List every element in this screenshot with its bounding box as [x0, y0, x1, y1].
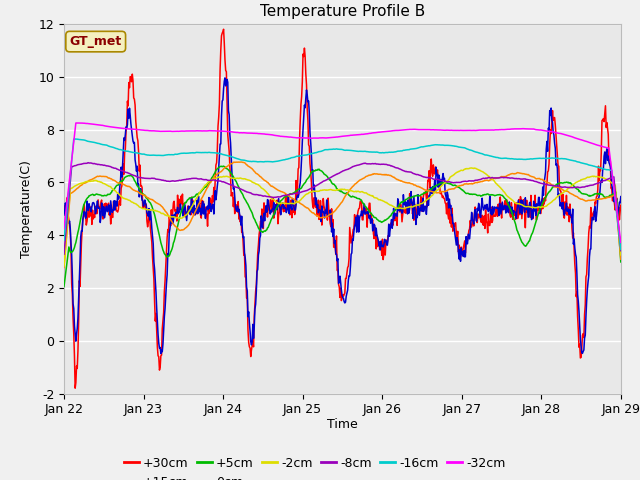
Text: GT_met: GT_met: [70, 35, 122, 48]
X-axis label: Time: Time: [327, 418, 358, 431]
Legend: +30cm, +15cm, +5cm, 0cm, -2cm, -8cm, -16cm, -32cm: +30cm, +15cm, +5cm, 0cm, -2cm, -8cm, -16…: [119, 452, 510, 480]
Title: Temperature Profile B: Temperature Profile B: [260, 4, 425, 19]
Y-axis label: Temperature(C): Temperature(C): [20, 160, 33, 258]
